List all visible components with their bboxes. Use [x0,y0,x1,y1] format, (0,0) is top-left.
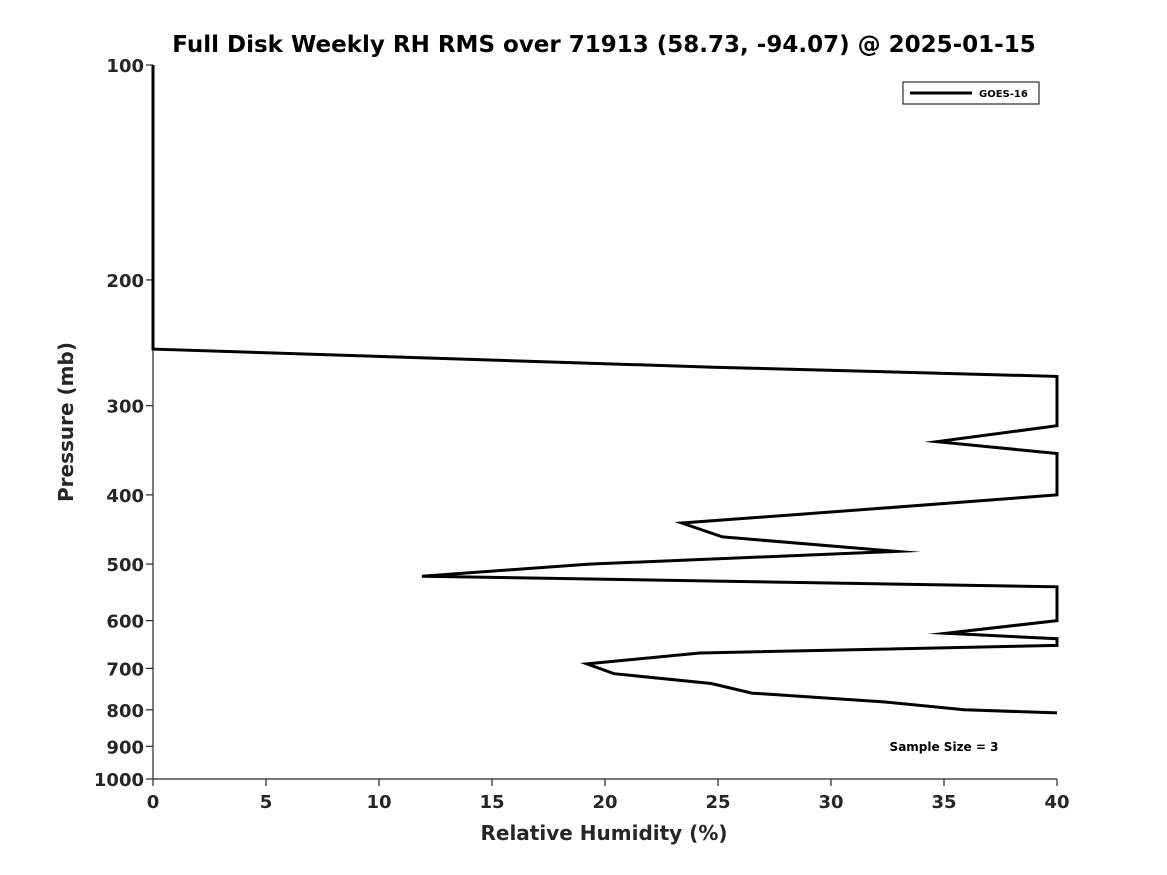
x-tick-label: 15 [479,792,504,813]
sample-size-annotation: Sample Size = 3 [890,740,999,754]
y-tick-label: 200 [106,271,144,292]
series-line-goes-16 [151,65,1059,715]
y-tick-label: 100 [106,56,144,77]
y-axis-ticks: 100 200 300 400 500 600 700 800 900 1000 [94,56,153,791]
x-tick-label: 10 [366,792,391,813]
plot-area [153,65,1057,779]
x-tick-label: 0 [147,792,160,813]
y-axis-label: Pressure (mb) [54,342,78,502]
y-tick-label: 400 [106,486,144,507]
legend-label-goes-16: GOES-16 [979,89,1028,100]
x-axis-ticks: 0 5 10 15 20 25 30 35 40 [147,779,1070,813]
y-tick-label: 300 [106,397,144,418]
series-layer [151,65,1059,715]
y-tick-label: 900 [106,737,144,758]
y-tick-label: 800 [106,701,144,722]
x-tick-label: 20 [592,792,617,813]
x-axis-label: Relative Humidity (%) [480,821,727,845]
x-tick-label: 40 [1044,792,1069,813]
y-tick-label: 600 [106,612,144,633]
x-tick-label: 35 [931,792,956,813]
y-tick-label: 1000 [94,770,144,791]
y-tick-label: 700 [106,659,144,680]
x-tick-label: 30 [818,792,843,813]
x-tick-label: 5 [260,792,273,813]
x-tick-label: 25 [705,792,730,813]
y-tick-label: 500 [106,555,144,576]
chart-title: Full Disk Weekly RH RMS over 71913 (58.7… [172,32,1035,58]
legend: GOES-16 [902,81,1040,105]
